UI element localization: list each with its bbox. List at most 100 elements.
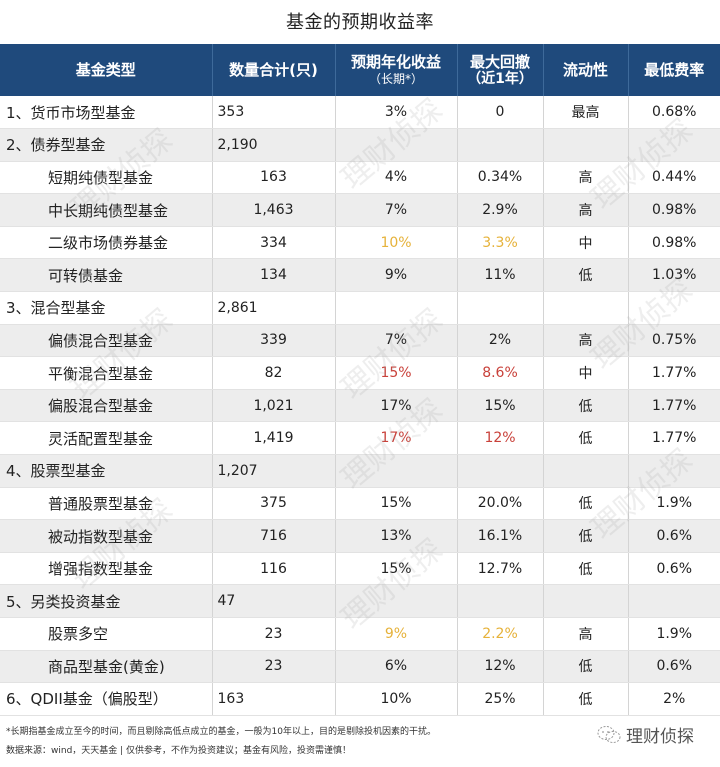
subcategory-row: 被动指数型基金 716 13% 16.1% 低 0.6% — [0, 519, 720, 553]
fund-type-cell: 偏债混合型基金 — [0, 324, 212, 358]
count-cell: 2,861 — [211, 291, 335, 325]
brand-name: 理财侦探 — [626, 727, 694, 747]
fund-return-table: 基金类型 数量合计(只) 预期年化收益 （长期*） 最大回撤 （近1年） 流动性 最… — [0, 44, 720, 716]
max-drawdown-cell: 3.3% — [456, 226, 543, 260]
liquidity-cell: 高 — [542, 193, 628, 227]
count-cell: 163 — [211, 161, 335, 195]
fund-type-cell: 短期纯债型基金 — [0, 161, 212, 195]
subcategory-row: 偏债混合型基金 339 7% 2% 高 0.75% — [0, 324, 720, 358]
liquidity-cell — [542, 454, 628, 488]
header-count: 数量合计(只) — [211, 44, 335, 96]
expected-return-cell: 13% — [334, 519, 457, 553]
max-drawdown-cell: 0 — [456, 96, 543, 130]
liquidity-cell — [542, 291, 628, 325]
subcategory-row: 偏股混合型基金 1,021 17% 15% 低 1.77% — [0, 389, 720, 423]
max-drawdown-cell — [456, 291, 543, 325]
max-drawdown-cell: 15% — [456, 389, 543, 423]
category-row: 6、QDII基金（偏股型） 163 10% 25% 低 2% — [0, 682, 720, 716]
liquidity-cell: 最高 — [542, 96, 628, 130]
fund-type-cell: 偏股混合型基金 — [0, 389, 212, 423]
expected-return-cell: 17% — [334, 389, 457, 423]
min-fee-cell: 1.9% — [627, 487, 720, 521]
header-liquidity: 流动性 — [542, 44, 628, 96]
fund-type-cell: 1、货币市场型基金 — [0, 96, 212, 130]
brand-logo: 理财侦探 — [596, 722, 694, 747]
fund-type-cell: 可转债基金 — [0, 258, 212, 293]
fund-type-cell: 普通股票型基金 — [0, 487, 212, 521]
min-fee-cell: 0.68% — [627, 96, 720, 130]
max-drawdown-cell — [456, 128, 543, 162]
expected-return-cell: 10% — [334, 682, 457, 716]
expected-return-cell — [334, 454, 457, 488]
fund-type-cell: 6、QDII基金（偏股型） — [0, 682, 212, 716]
expected-return-cell: 7% — [334, 193, 457, 227]
fund-type-cell: 灵活配置型基金 — [0, 421, 212, 456]
min-fee-cell: 1.9% — [627, 617, 720, 651]
count-cell: 1,021 — [211, 389, 335, 423]
expected-return-cell: 10% — [334, 226, 457, 260]
liquidity-cell: 高 — [542, 617, 628, 651]
expected-return-cell — [334, 584, 457, 618]
fund-type-cell: 二级市场债券基金 — [0, 226, 212, 260]
expected-return-cell: 4% — [334, 161, 457, 195]
max-drawdown-cell: 16.1% — [456, 519, 543, 553]
header-expected-return: 预期年化收益 （长期*） — [334, 44, 457, 96]
fund-type-cell: 4、股票型基金 — [0, 454, 212, 488]
fund-type-cell: 被动指数型基金 — [0, 519, 212, 553]
max-drawdown-cell: 12.7% — [456, 552, 543, 586]
max-drawdown-cell: 2% — [456, 324, 543, 358]
expected-return-cell: 15% — [334, 552, 457, 586]
fund-type-cell: 增强指数型基金 — [0, 552, 212, 586]
min-fee-cell: 0.75% — [627, 324, 720, 358]
count-cell: 334 — [211, 226, 335, 260]
count-cell: 375 — [211, 487, 335, 521]
liquidity-cell: 低 — [542, 650, 628, 684]
min-fee-cell: 0.98% — [627, 193, 720, 227]
subcategory-row: 灵活配置型基金 1,419 17% 12% 低 1.77% — [0, 421, 720, 456]
liquidity-cell: 低 — [542, 682, 628, 716]
min-fee-cell: 0.6% — [627, 552, 720, 586]
subcategory-row: 商品型基金(黄金) 23 6% 12% 低 0.6% — [0, 650, 720, 684]
min-fee-cell — [627, 454, 720, 488]
header-fund-type: 基金类型 — [0, 44, 212, 96]
max-drawdown-cell: 2.2% — [456, 617, 543, 651]
count-cell: 1,207 — [211, 454, 335, 488]
count-cell: 1,463 — [211, 193, 335, 227]
subcategory-row: 可转债基金 134 9% 11% 低 1.03% — [0, 258, 720, 293]
min-fee-cell: 0.6% — [627, 650, 720, 684]
category-row: 2、债券型基金 2,190 — [0, 128, 720, 162]
count-cell: 716 — [211, 519, 335, 553]
max-drawdown-cell: 8.6% — [456, 356, 543, 390]
expected-return-cell — [334, 128, 457, 162]
max-drawdown-cell — [456, 454, 543, 488]
subcategory-row: 中长期纯债型基金 1,463 7% 2.9% 高 0.98% — [0, 193, 720, 227]
liquidity-cell: 低 — [542, 519, 628, 553]
category-row: 3、混合型基金 2,861 — [0, 291, 720, 325]
expected-return-cell: 3% — [334, 96, 457, 130]
min-fee-cell: 1.77% — [627, 356, 720, 390]
footnote-data-source: 数据来源：wind，天天基金 | 仅供参考，不作为投资建议；基金有风险，投资需谨… — [6, 746, 352, 756]
expected-return-cell — [334, 291, 457, 325]
count-cell: 353 — [211, 96, 335, 130]
liquidity-cell — [542, 128, 628, 162]
expected-return-cell: 7% — [334, 324, 457, 358]
min-fee-cell — [627, 291, 720, 325]
liquidity-cell — [542, 584, 628, 618]
max-drawdown-cell: 11% — [456, 258, 543, 293]
fund-type-cell: 股票多空 — [0, 617, 212, 651]
fund-type-cell: 平衡混合型基金 — [0, 356, 212, 390]
max-drawdown-cell: 12% — [456, 650, 543, 684]
count-cell: 82 — [211, 356, 335, 390]
min-fee-cell — [627, 584, 720, 618]
subcategory-row: 股票多空 23 9% 2.2% 高 1.9% — [0, 617, 720, 651]
min-fee-cell: 2% — [627, 682, 720, 716]
subcategory-row: 二级市场债券基金 334 10% 3.3% 中 0.98% — [0, 226, 720, 260]
max-drawdown-cell: 20.0% — [456, 487, 543, 521]
liquidity-cell: 高 — [542, 324, 628, 358]
category-row: 5、另类投资基金 47 — [0, 584, 720, 618]
count-cell: 163 — [211, 682, 335, 716]
fund-type-cell: 5、另类投资基金 — [0, 584, 212, 618]
min-fee-cell: 0.44% — [627, 161, 720, 195]
expected-return-cell: 9% — [334, 617, 457, 651]
fund-type-cell: 3、混合型基金 — [0, 291, 212, 325]
